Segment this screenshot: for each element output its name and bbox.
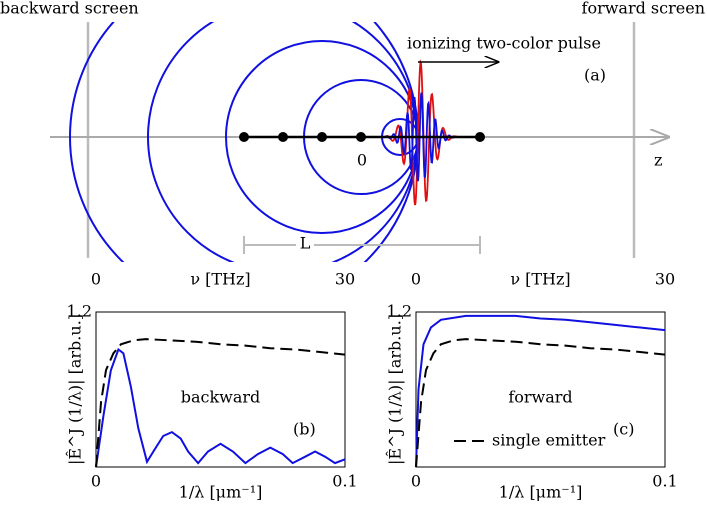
x-axis-label: 1/λ [μm⁻¹] — [499, 483, 583, 502]
annotation: forward — [508, 388, 572, 407]
series-line — [95, 347, 346, 468]
x2-axis-label: ν [THz] — [510, 270, 570, 289]
backward-screen-label: backward screen — [0, 0, 139, 18]
forward-screen-label: forward screen — [582, 0, 705, 18]
panel-label: (c) — [613, 420, 634, 439]
panel-a: L backward screen forward screen ionizin… — [0, 0, 705, 262]
axis-label: z — [654, 151, 662, 170]
plot-frame — [95, 311, 346, 468]
series-line — [415, 338, 666, 468]
pulse — [375, 59, 465, 206]
annotation: backward — [181, 388, 261, 407]
x2-tick-label: 0 — [91, 270, 101, 289]
x2-axis-label: ν [THz] — [190, 270, 250, 289]
x2-tick-label: 30 — [335, 270, 355, 289]
x-tick-label: 0.1 — [332, 472, 357, 491]
panel-label: (b) — [293, 420, 316, 439]
x-tick-label: 0.1 — [652, 472, 677, 491]
x2-tick-label: 0 — [411, 270, 421, 289]
length-bracket — [243, 236, 481, 254]
x-tick-label: 0 — [411, 472, 421, 491]
label-bg — [296, 234, 314, 254]
emitters — [239, 132, 485, 142]
x2-tick-label: 30 — [655, 270, 675, 289]
plot-frame — [415, 311, 666, 468]
origin-label: 0 — [357, 151, 367, 170]
x-tick-label: 0 — [91, 472, 101, 491]
panel-label: (a) — [584, 66, 606, 85]
series-line — [415, 314, 666, 468]
x-axis-label: 1/λ [μm⁻¹] — [179, 483, 263, 502]
y-tick-label: 1.2 — [387, 302, 412, 321]
legend-label: single emitter — [492, 431, 606, 450]
y-axis-label: |Ê^J (1/λ)| [arb.u.] — [65, 314, 85, 465]
y-tick-label: 1.2 — [67, 302, 92, 321]
length-label: L — [300, 234, 311, 253]
series-line — [95, 338, 346, 468]
y-axis-label: |Ê^J (1/λ)| [arb.u.] — [385, 314, 405, 465]
pulse-label: ionizing two-color pulse — [407, 34, 601, 53]
